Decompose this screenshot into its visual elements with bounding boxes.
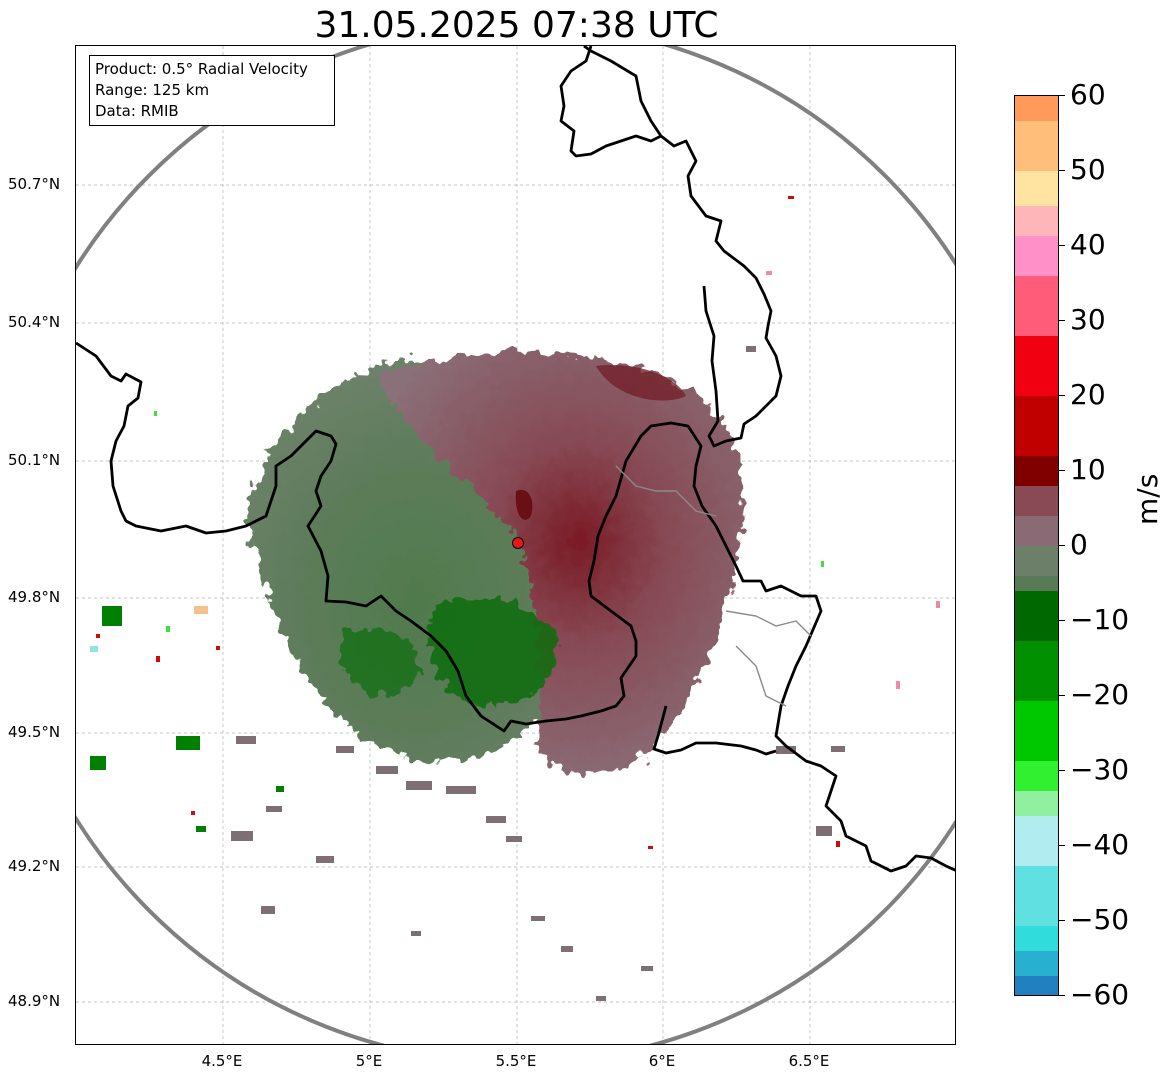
data-source-label: Data: RMIB (95, 102, 179, 120)
velocity-echo-field (90, 196, 940, 1001)
colorbar-unit-label: m/s (1131, 473, 1164, 525)
colorbar-tick-label: 50 (1070, 153, 1106, 186)
lat-label: 50.7°N (8, 175, 61, 193)
colorbar-tick-label: 40 (1070, 228, 1106, 261)
colorbar-tick-label: −10 (1070, 603, 1130, 636)
range-label: Range: 125 km (95, 81, 210, 99)
lon-label: 6.5°E (788, 1052, 830, 1070)
velocity-colorbar (1014, 95, 1059, 996)
colorbar-tick-label: −30 (1070, 753, 1130, 786)
lat-label: 49.2°N (8, 857, 61, 875)
colorbar-tick-label: −50 (1070, 903, 1130, 936)
radar-map-canvas (76, 46, 955, 1044)
country-borders (76, 46, 955, 873)
radar-site-marker (512, 537, 524, 549)
product-label: Product: 0.5° Radial Velocity (95, 60, 308, 78)
colorbar-tick-label: 10 (1070, 453, 1106, 486)
colorbar-tick-label: −20 (1070, 678, 1130, 711)
lat-label: 48.9°N (8, 992, 61, 1010)
lat-label: 50.1°N (8, 451, 61, 469)
radar-map[interactable] (75, 45, 956, 1045)
colorbar-tick-label: 0 (1070, 528, 1088, 561)
colorbar-tick-label: −60 (1070, 978, 1130, 1011)
colorbar-tick-label: 20 (1070, 378, 1106, 411)
lon-label: 5.5°E (495, 1052, 537, 1070)
lat-label: 49.8°N (8, 588, 61, 606)
colorbar-tick-label: −40 (1070, 828, 1130, 861)
lon-label: 4.5°E (201, 1052, 243, 1070)
lat-label: 49.5°N (8, 723, 61, 741)
colorbar-tick-label: 30 (1070, 303, 1106, 336)
lat-label: 50.4°N (8, 313, 61, 331)
lon-label: 5°E (355, 1052, 383, 1070)
lon-label: 6°E (648, 1052, 676, 1070)
map-title: 31.05.2025 07:38 UTC (314, 5, 719, 46)
province-borders (615, 465, 812, 707)
product-info-box: Product: 0.5° Radial Velocity Range: 125… (89, 55, 335, 126)
colorbar-tick-label: 60 (1070, 78, 1106, 111)
